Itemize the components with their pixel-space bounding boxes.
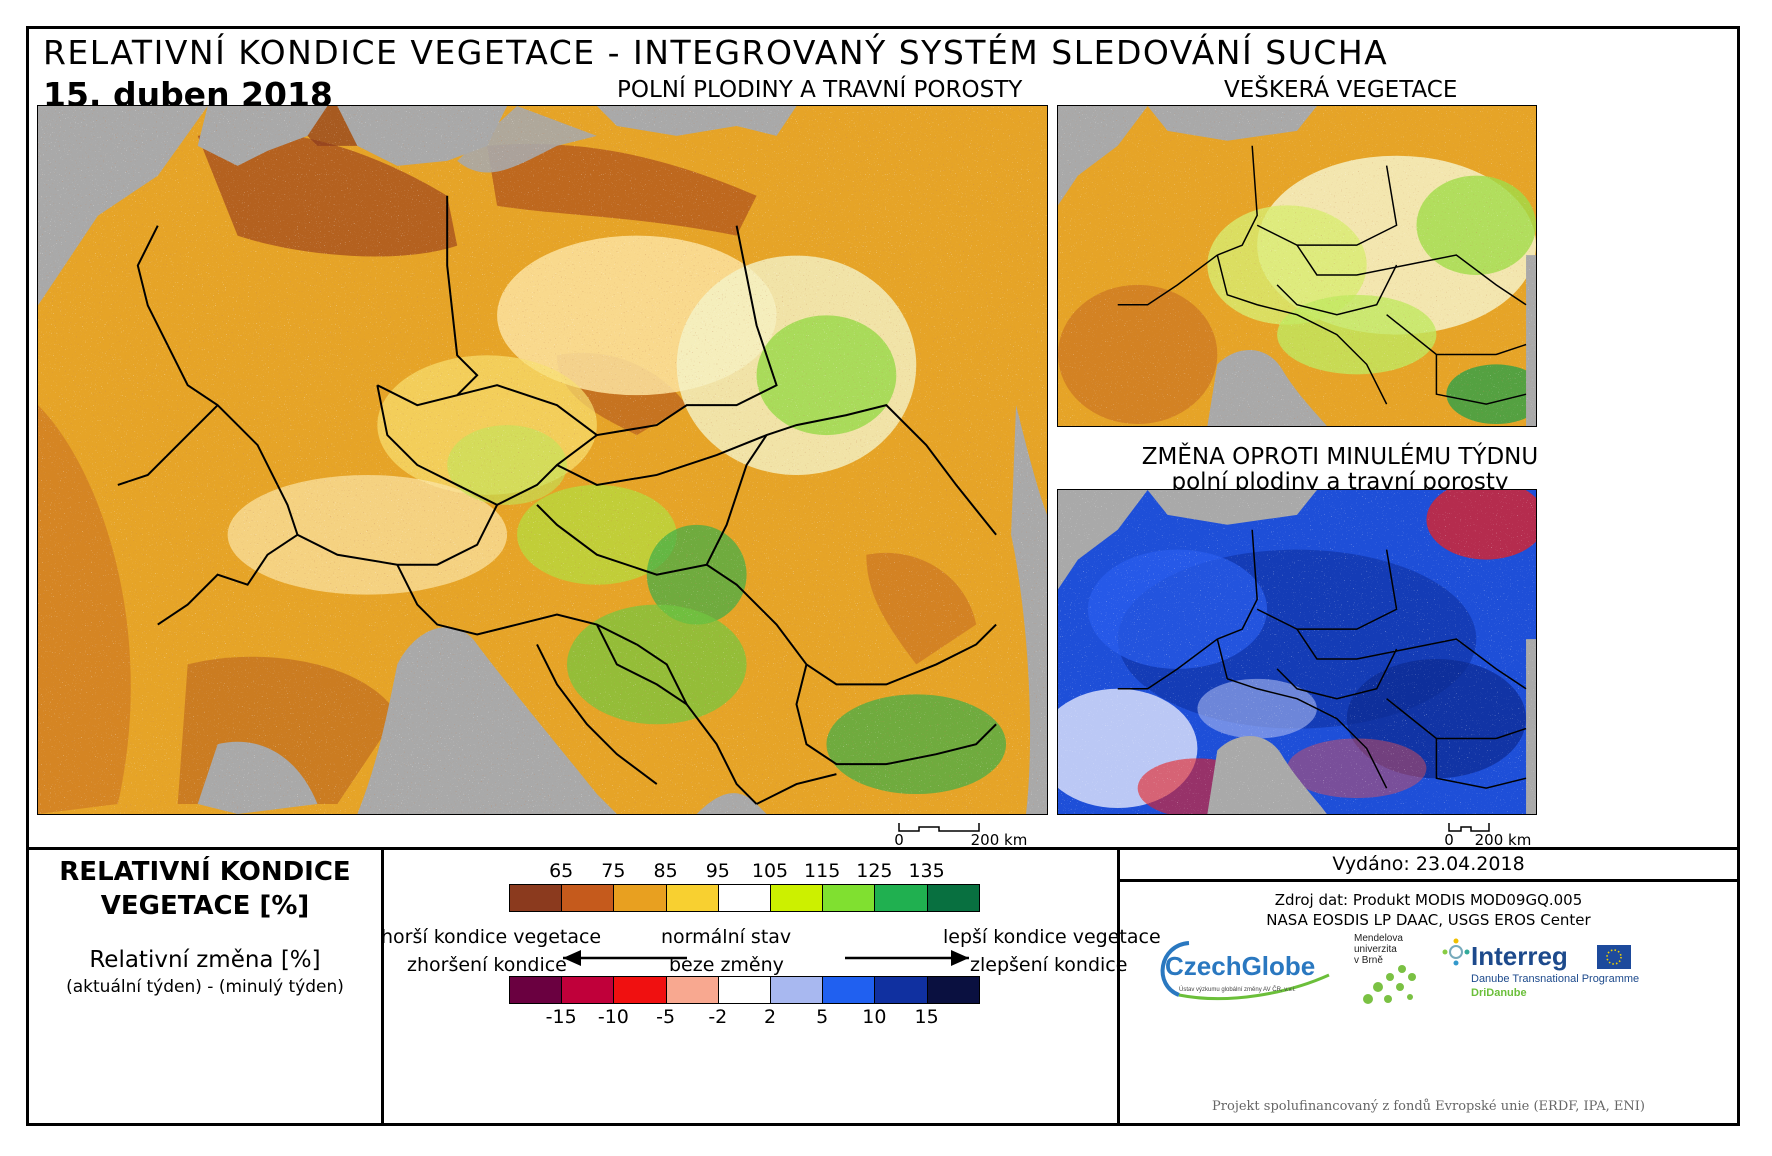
condition-tick-label: 85 (653, 860, 678, 882)
legend-title-line-1: RELATIVNÍ KONDICE (59, 857, 351, 887)
main-scale-start: 0 (894, 831, 904, 849)
legend-left-divider (381, 847, 384, 1123)
main-scale-end: 200 km (971, 831, 1028, 849)
change-swatch (770, 976, 824, 1004)
condition-tick-label: 105 (751, 860, 789, 882)
weekly-change-graphic (1058, 490, 1536, 814)
interreg-logo: Interreg Danube Transnational Programme … (1441, 931, 1731, 1011)
map-sheet: RELATIVNÍ KONDICE VEGETACE - INTEGROVANÝ… (26, 26, 1740, 1126)
condition-tick-label: 115 (804, 860, 841, 882)
issued-date: Vydáno: 23.04.2018 (1332, 853, 1525, 875)
condition-swatch (926, 884, 980, 912)
main-map-graphic (38, 106, 1047, 814)
change-tick-label: 10 (862, 1006, 887, 1028)
legend-title-block: RELATIVNÍ KONDICE VEGETACE [%] Relativní… (29, 855, 381, 999)
condition-swatch (717, 884, 771, 912)
no-change-label: beze změny (669, 954, 784, 976)
interreg-name: Interreg (1471, 941, 1568, 971)
czechglobe-name: CzechGlobe (1165, 951, 1316, 981)
direction-arrows (563, 950, 969, 966)
change-swatch (717, 976, 771, 1004)
interreg-programme: Danube Transnational Programme (1471, 973, 1640, 985)
czechglobe-logo: CzechGlobe Ústav výzkumu globální změny … (1149, 935, 1349, 1005)
color-legend: 65 75 85 95 105 115 125 135 horší kondice veget… (381, 850, 1161, 1123)
condition-swatch (561, 884, 615, 912)
data-source-line-1: Zdroj dat: Produkt MODIS MOD09GQ.005 (1274, 891, 1583, 909)
change-subtitle: (aktuální týden) - (minulý týden) (66, 977, 344, 997)
dridanube-name: DriDanube (1471, 987, 1527, 999)
condition-swatch (509, 884, 563, 912)
change-tick-label: -5 (656, 1006, 676, 1028)
legend-title-line-2: VEGETACE [%] (100, 891, 310, 921)
condition-tick-label: 135 (908, 860, 945, 882)
condition-swatch (770, 884, 824, 912)
deteriorated-label: zhoršení kondice (407, 954, 567, 976)
change-tick-label: 15 (914, 1006, 939, 1028)
condition-tick-label: 75 (601, 860, 626, 882)
data-source-line-2: NASA EOSDIS LP DAAC, USGS EROS Center (1266, 911, 1591, 929)
small-scale-end: 200 km (1475, 831, 1532, 849)
issued-divider (1120, 879, 1737, 882)
change-tick-label: 5 (816, 1006, 829, 1028)
mendel-line-3: v Brně (1354, 955, 1383, 966)
eu-flag-icon (1597, 945, 1631, 969)
change-tick-label: -2 (708, 1006, 728, 1028)
condition-swatch (874, 884, 928, 912)
small-scale-start: 0 (1444, 831, 1454, 849)
change-swatch (926, 976, 980, 1004)
main-condition-map (37, 105, 1048, 815)
mendel-logo: Mendelova univerzita v Brně (1354, 933, 1434, 1013)
czechglobe-subtitle: Ústav výzkumu globální změny AV ČR, v.v.… (1179, 987, 1296, 993)
improved-label: zlepšení kondice (970, 954, 1128, 976)
eu-funding-note: Projekt spolufinancovaný z fondů Evropsk… (1212, 1099, 1645, 1114)
change-swatch (613, 976, 667, 1004)
small-scale-bar: 0 200 km (1444, 823, 1532, 849)
condition-swatch (665, 884, 719, 912)
change-swatch (822, 976, 876, 1004)
condition-swatch (613, 884, 667, 912)
interreg-star-icon (1442, 938, 1470, 966)
condition-tick-label: 65 (549, 860, 574, 882)
main-map-label: POLNÍ PLODINY A TRAVNÍ POROSTY (617, 77, 1023, 103)
change-swatch (509, 976, 563, 1004)
change-map-label: ZMĚNA OPROTI MINULÉMU TÝDNU (1141, 444, 1539, 470)
legend-right-divider (1117, 847, 1120, 1123)
change-swatch (874, 976, 928, 1004)
page-title: RELATIVNÍ KONDICE VEGETACE - INTEGROVANÝ… (43, 33, 1389, 72)
condition-tick-label: 95 (705, 860, 730, 882)
change-title: Relativní změna [%] (89, 947, 321, 973)
change-tick-label: -10 (597, 1006, 629, 1028)
all-vegetation-graphic (1058, 106, 1536, 426)
all-vegetation-label: VEŠKERÁ VEGETACE (1224, 77, 1458, 103)
change-tick-label: 2 (763, 1006, 777, 1028)
condition-swatch (822, 884, 876, 912)
mendel-line-1: Mendelova (1354, 933, 1403, 944)
condition-tick-label: 125 (856, 860, 893, 882)
change-swatch (561, 976, 615, 1004)
weekly-change-map (1057, 489, 1537, 815)
mendel-dots-icon (1363, 965, 1416, 1004)
worse-condition-label: horší kondice vegetace (381, 926, 602, 948)
all-vegetation-map (1057, 105, 1537, 427)
change-swatch (665, 976, 719, 1004)
better-condition-label: lepší kondice vegetace (943, 926, 1161, 948)
czechglobe-swoosh-icon (1160, 941, 1330, 1001)
main-scale-bar: 0 200 km (894, 823, 1028, 849)
footer-divider (29, 847, 1737, 850)
normal-state-label: normální stav (661, 926, 792, 948)
change-tick-label: -15 (545, 1006, 577, 1028)
mendel-line-2: univerzita (1354, 944, 1397, 955)
